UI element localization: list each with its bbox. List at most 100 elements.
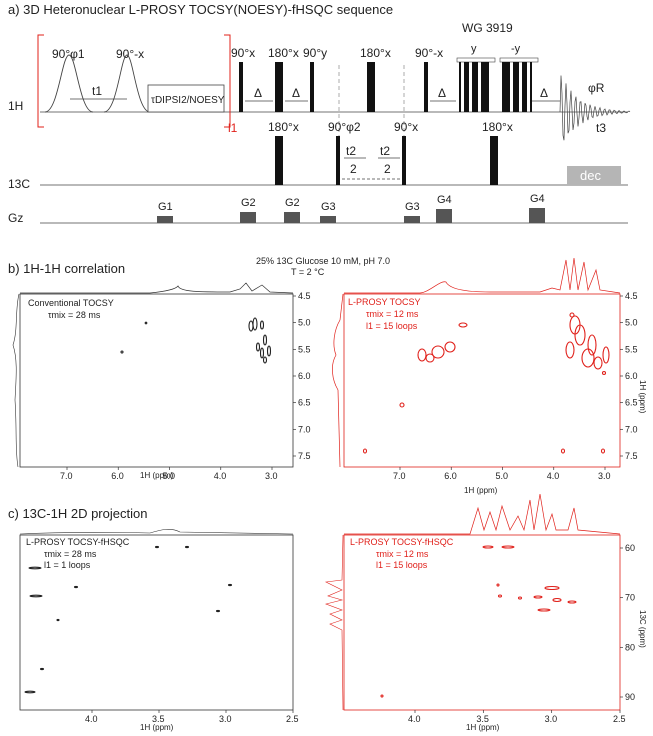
tick-label: 6.5 xyxy=(625,398,638,408)
tick-label: 2.5 xyxy=(613,714,626,724)
peak xyxy=(444,341,456,353)
gradient-label-3: G2 xyxy=(285,197,300,209)
hsqc-left-label: L-PROSY TOCSY-fHSQC xyxy=(26,537,130,547)
t2-label-1: t2 xyxy=(346,144,356,158)
h-pulse-90-x xyxy=(424,62,428,112)
peak xyxy=(517,596,523,600)
lprosy-plot-frame xyxy=(343,293,621,468)
gaussian-pulse-2 xyxy=(103,54,151,113)
tick-label: 4.0 xyxy=(85,714,98,724)
wg-pulse-4 xyxy=(481,62,489,112)
gradient-4 xyxy=(320,216,336,223)
pulse-label-h-3: 90°x xyxy=(231,46,255,60)
lprosy-label: L-PROSY TOCSY xyxy=(348,297,421,307)
g-channel-label: Gz xyxy=(8,211,23,225)
gradient-3 xyxy=(284,212,300,223)
tocsy-left-projection xyxy=(12,293,20,468)
gradient-pulses: G1 G2 G2 G3 G3 G4 G4 xyxy=(157,193,545,223)
hsqc-right-y-ticks: 60 70 80 90 xyxy=(620,543,635,702)
peak xyxy=(537,608,551,612)
peak xyxy=(458,322,468,328)
pulse-label-h-6: 180°x xyxy=(360,46,391,60)
tick-label: 7.5 xyxy=(298,451,311,461)
peak xyxy=(24,690,36,694)
peak xyxy=(425,353,435,363)
wg-y-bar xyxy=(456,57,496,63)
peak xyxy=(262,356,268,364)
peak xyxy=(544,585,560,591)
peak xyxy=(399,402,405,408)
gradient-label-4: G3 xyxy=(321,201,336,213)
hsqc-right-frame xyxy=(343,534,621,711)
peak xyxy=(215,609,221,613)
c-pulse-180x-2 xyxy=(490,136,498,185)
peak xyxy=(362,448,368,454)
hsqc-left-peaks xyxy=(24,545,233,694)
tick-label: 7.0 xyxy=(298,424,311,434)
peak xyxy=(184,545,190,549)
peak xyxy=(28,566,42,570)
peak xyxy=(569,312,575,318)
h-pulse-90y xyxy=(310,62,314,112)
t3-label: t3 xyxy=(596,121,606,135)
tick-label: 3.0 xyxy=(598,471,611,481)
wg-pulse-2 xyxy=(464,62,469,112)
peak xyxy=(497,594,503,598)
peak xyxy=(560,448,566,454)
peak xyxy=(602,346,610,364)
tick-label: 5.0 xyxy=(625,318,638,328)
h-channel-label: 1H xyxy=(8,99,23,113)
gaussian-pulse-1 xyxy=(44,54,94,113)
lprosy-y-ticks: 4.5 5.0 5.5 6.0 6.5 7.0 7.5 xyxy=(620,291,638,461)
peak xyxy=(73,585,79,589)
peak xyxy=(552,597,562,603)
peak xyxy=(567,600,577,604)
peak xyxy=(533,595,543,599)
lprosy-left-projection xyxy=(332,293,344,468)
condition-line-1: 25% 13C Glucose 10 mM, pH 7.0 xyxy=(256,256,390,266)
tocsy-peaks xyxy=(120,317,272,364)
pulse-label-h-1: 90°φ1 xyxy=(52,47,85,61)
tick-label: 6.0 xyxy=(444,471,457,481)
tick-label: 70 xyxy=(625,593,635,603)
peak xyxy=(56,618,60,622)
delta-label-3: Δ xyxy=(438,86,446,100)
hsqc-right-label: L-PROSY TOCSY-fHSQC xyxy=(350,537,454,547)
delta-label-1: Δ xyxy=(254,86,262,100)
peak xyxy=(120,350,124,354)
pulse-label-c-4: 180°x xyxy=(482,120,513,134)
wg-pulse-6 xyxy=(513,62,519,112)
peak xyxy=(144,321,148,325)
peak xyxy=(29,594,43,598)
pulse-label-c-3: 90°x xyxy=(394,120,418,134)
peak xyxy=(482,545,494,549)
tick-label: 80 xyxy=(625,642,635,652)
lprosy-loops: l1 = 15 loops xyxy=(366,321,418,331)
tick-label: 6.0 xyxy=(111,471,124,481)
tocsy-tau: τmix = 28 ms xyxy=(48,310,101,320)
gradient-label-1: G1 xyxy=(158,201,173,213)
tick-label: 90 xyxy=(625,692,635,702)
l1-label: l1 xyxy=(228,121,238,135)
tick-label: 3.0 xyxy=(545,714,558,724)
wg-minus-y-bar xyxy=(499,57,539,63)
phi-r-label: φR xyxy=(588,81,605,95)
h-pulse-180x xyxy=(275,62,283,112)
peak xyxy=(39,667,45,671)
hsqc-left-tau: τmix = 28 ms xyxy=(44,549,97,559)
gradient-7 xyxy=(529,208,545,223)
tick-label: 5.5 xyxy=(298,344,311,354)
c-channel-label: 13C xyxy=(8,177,30,191)
tocsy-x-ticks: 7.0 6.0 5.0 4.0 3.0 xyxy=(60,467,278,481)
tick-label: 4.0 xyxy=(214,471,227,481)
loop-bracket-right xyxy=(224,34,231,128)
hsqc-right-y-axis-label: 13C (ppm) xyxy=(638,610,647,648)
delta-label-2: Δ xyxy=(292,86,300,100)
two-label-2: 2 xyxy=(384,162,391,176)
c-pulse-90phi2 xyxy=(336,136,340,185)
hsqc-left-x-axis-label: 1H (ppm) xyxy=(140,723,174,732)
wg-pulse-3 xyxy=(472,62,478,112)
tick-label: 7.5 xyxy=(625,451,638,461)
peak xyxy=(565,341,575,359)
